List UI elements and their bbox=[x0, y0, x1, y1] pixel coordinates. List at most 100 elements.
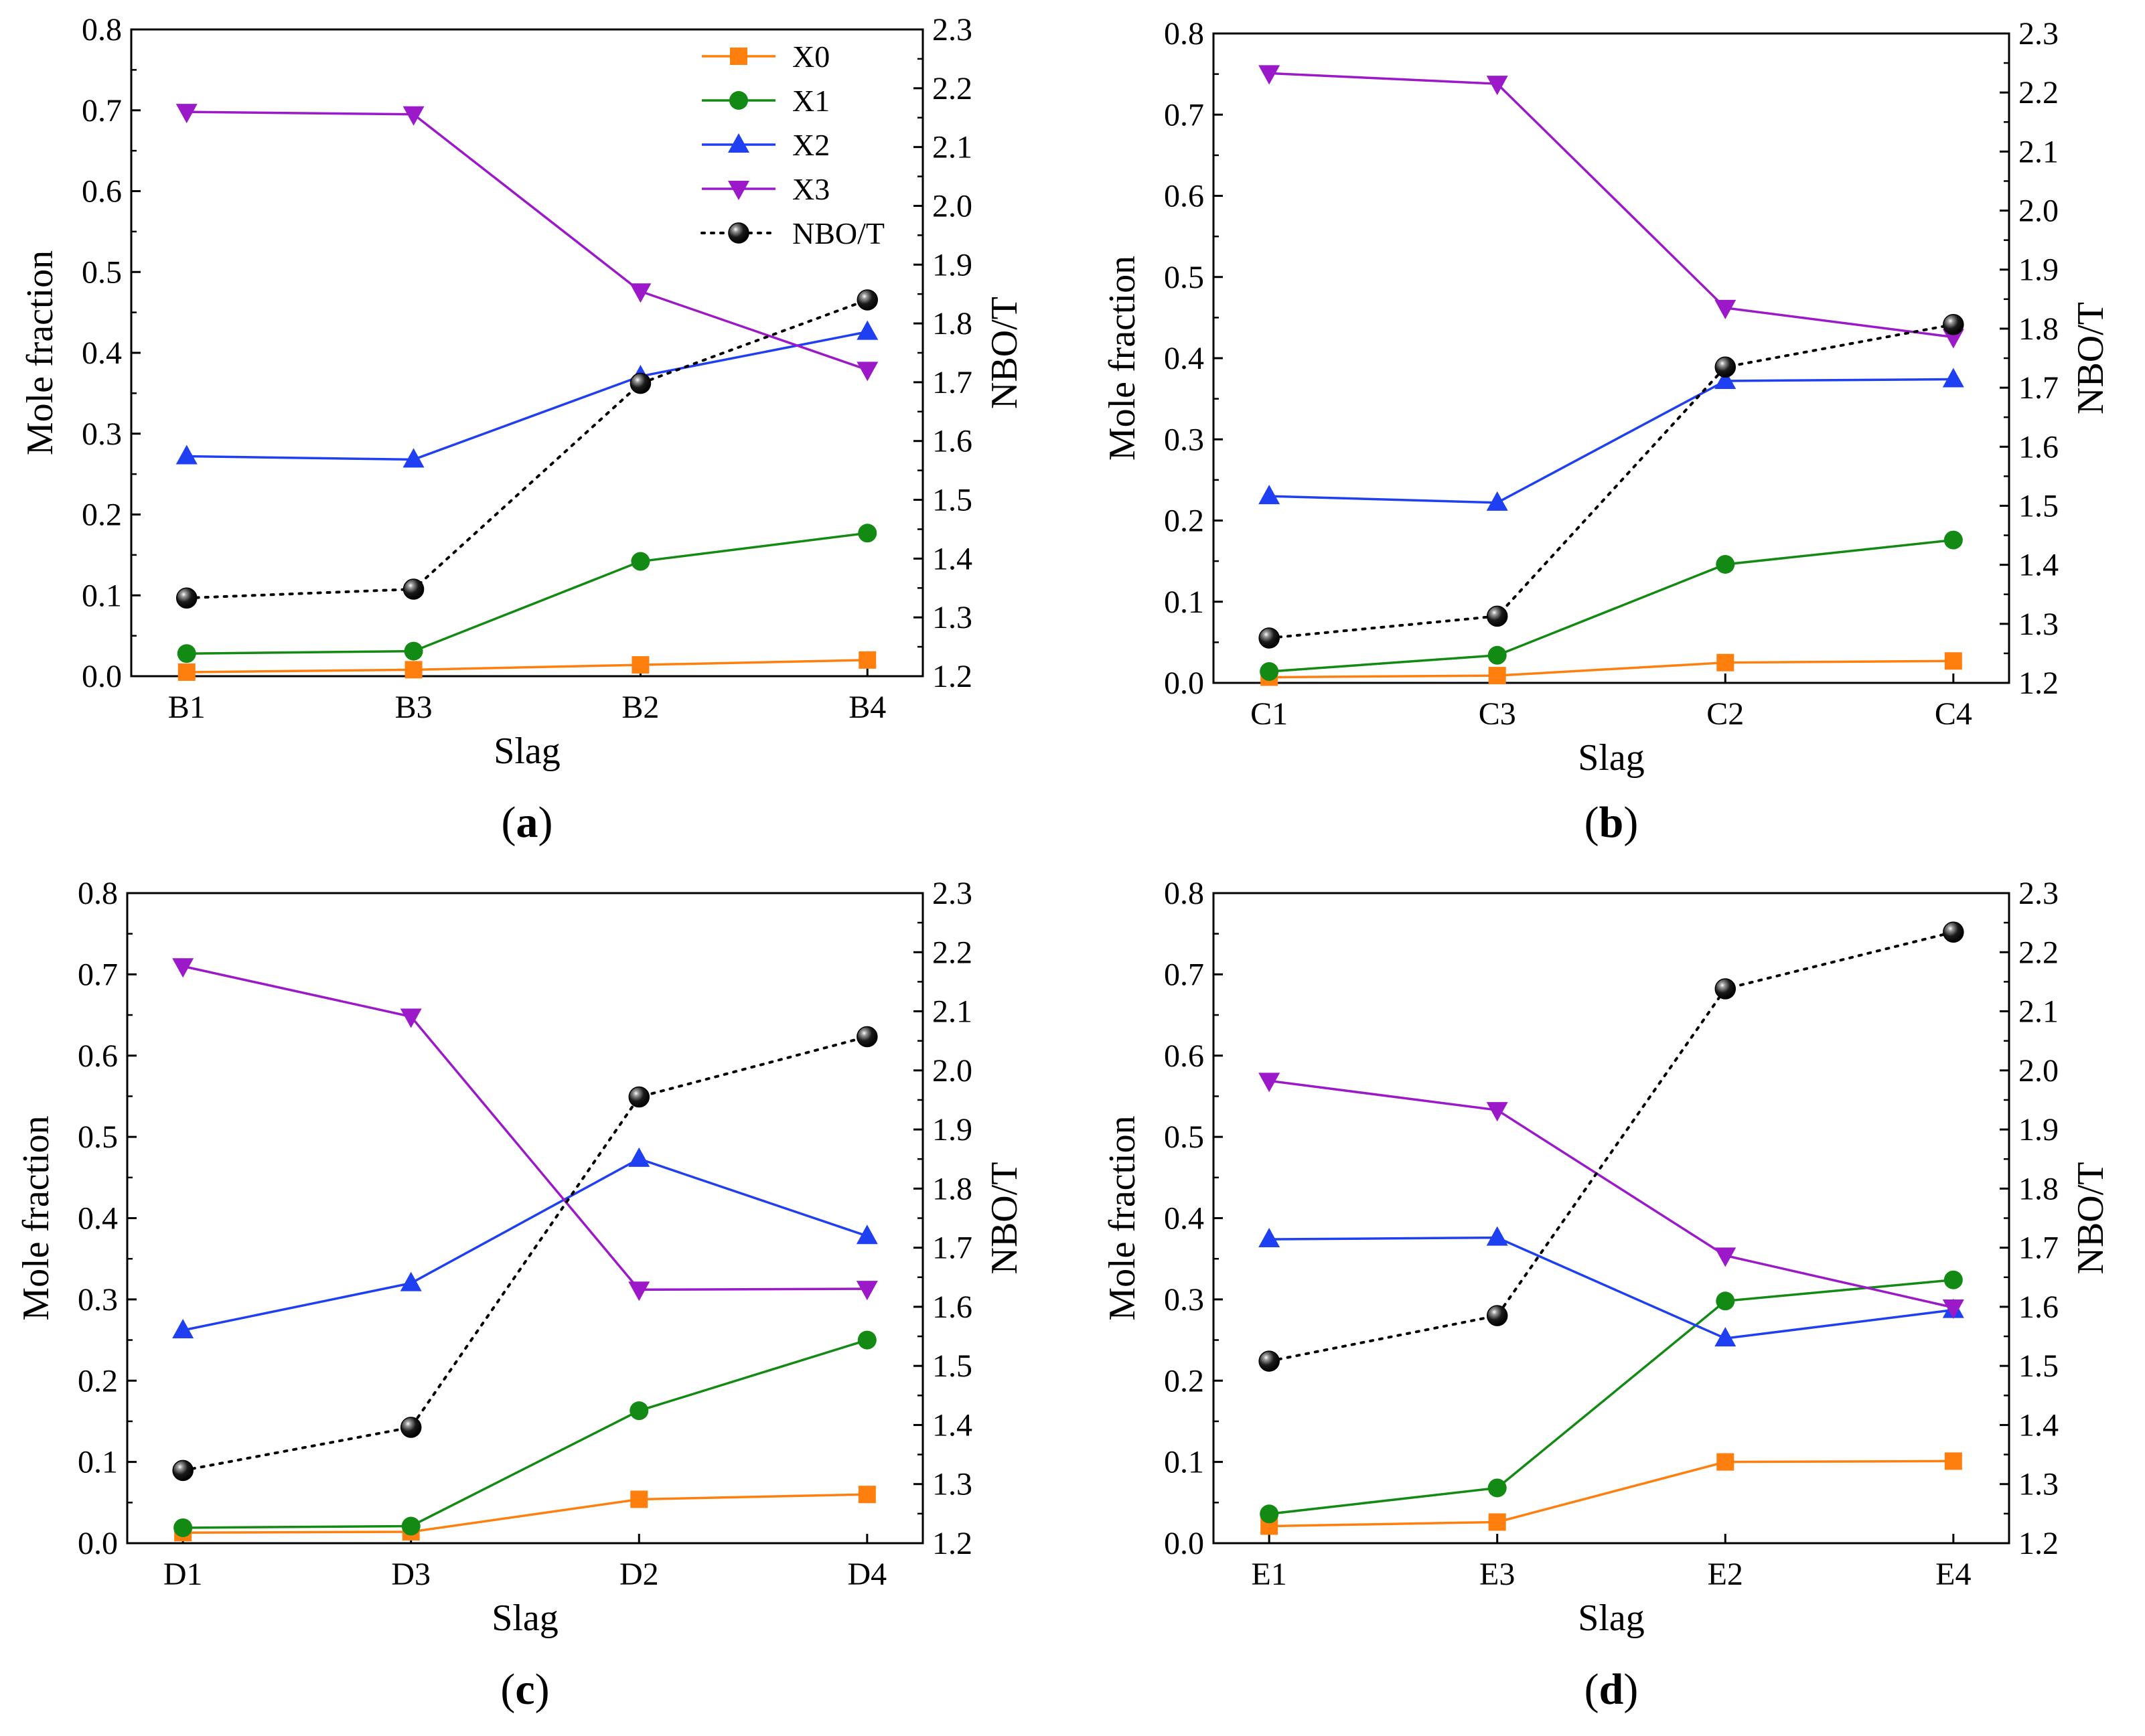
data-point-x1 bbox=[1943, 530, 1963, 550]
caption-close: ) bbox=[538, 798, 553, 847]
data-point-x0 bbox=[1944, 1452, 1962, 1470]
y2-tick-label: 1.3 bbox=[932, 600, 972, 635]
y-tick-label: 0.1 bbox=[82, 578, 122, 613]
y2-axis-title: NBO/T bbox=[2070, 1162, 2112, 1275]
y2-tick-label: 1.8 bbox=[932, 306, 972, 341]
y-tick-label: 0.2 bbox=[78, 1363, 118, 1399]
y-axis-title: Mole fraction bbox=[19, 250, 61, 455]
y-tick-label: 0.0 bbox=[1164, 1526, 1204, 1561]
caption-close: ) bbox=[1623, 1665, 1638, 1714]
y-tick-label: 0.3 bbox=[1164, 422, 1204, 457]
data-point-x1 bbox=[173, 1518, 193, 1537]
data-point-nbot bbox=[857, 1026, 878, 1048]
data-point-x1 bbox=[630, 1401, 649, 1421]
data-point-x3 bbox=[1258, 65, 1280, 85]
y-tick-label: 0.2 bbox=[82, 497, 122, 533]
y2-tick-label: 2.3 bbox=[2018, 876, 2059, 911]
y-tick-label: 0.7 bbox=[78, 957, 118, 992]
y-tick-label: 0.2 bbox=[1164, 1363, 1204, 1399]
series-line-x3 bbox=[186, 110, 868, 372]
y-tick-label: 0.5 bbox=[82, 254, 122, 290]
y-tick-label: 0.5 bbox=[78, 1119, 118, 1155]
caption-open: ( bbox=[500, 1665, 515, 1714]
y2-tick-label: 1.8 bbox=[2018, 311, 2059, 347]
legend-marker bbox=[728, 181, 749, 200]
y2-tick-label: 2.1 bbox=[2018, 994, 2059, 1030]
panel-a: 0.0 0.1 0.2 0.3 0.4 0.5 0.6 0.7 0.8 1.2 1.3 1.4 1.5 1… bbox=[19, 12, 1025, 847]
y-tick-label: 0.8 bbox=[1164, 876, 1204, 911]
x-tick-label: E2 bbox=[1708, 1557, 1743, 1592]
data-point-nbot bbox=[402, 578, 425, 600]
data-point-x3 bbox=[1258, 1073, 1280, 1093]
data-point-nbot bbox=[1258, 627, 1280, 649]
data-point-x3 bbox=[1486, 1102, 1508, 1122]
data-point-x3 bbox=[175, 104, 198, 124]
series-line-x3 bbox=[182, 965, 867, 1291]
data-point-nbot bbox=[857, 289, 879, 311]
y2-tick-label: 2.0 bbox=[2018, 1053, 2059, 1089]
y2-tick-label: 2.1 bbox=[2018, 134, 2059, 169]
legend-label: X2 bbox=[792, 128, 830, 162]
y-tick-label: 0.6 bbox=[1164, 1038, 1204, 1074]
x-tick-label: E3 bbox=[1479, 1557, 1515, 1592]
caption-open: ( bbox=[1584, 798, 1599, 847]
y-tick-label: 0.3 bbox=[82, 416, 122, 452]
data-point-x3 bbox=[857, 362, 879, 382]
y2-tick-label: 2.2 bbox=[2018, 75, 2059, 110]
y2-tick-label: 1.4 bbox=[932, 1407, 972, 1443]
data-point-x1 bbox=[1260, 662, 1279, 682]
y-tick-label: 0.8 bbox=[78, 876, 118, 911]
data-point-x0 bbox=[1944, 652, 1962, 670]
panel-caption: (c) bbox=[500, 1665, 549, 1714]
y2-tick-label: 1.4 bbox=[2018, 548, 2059, 583]
data-point-x2 bbox=[1714, 369, 1736, 389]
y2-tick-label: 2.0 bbox=[932, 1053, 972, 1089]
y-tick-label: 0.8 bbox=[1164, 16, 1204, 52]
panel-d: 0.0 0.1 0.2 0.3 0.4 0.5 0.6 0.7 0.8 1.2 1.3 1.4 1.5 1… bbox=[1102, 876, 2112, 1714]
x-tick-label: C3 bbox=[1479, 696, 1516, 732]
data-point-x2 bbox=[1258, 1228, 1280, 1248]
data-point-nbot bbox=[630, 372, 652, 394]
caption-letter: b bbox=[1599, 798, 1624, 847]
y-tick-label: 0.5 bbox=[1164, 1119, 1204, 1155]
x-axis-title: Slag bbox=[1578, 737, 1645, 779]
x-tick-label: B2 bbox=[621, 690, 659, 725]
y-tick-label: 0.6 bbox=[1164, 179, 1204, 214]
data-point-x3 bbox=[1714, 299, 1736, 319]
y2-tick-label: 1.2 bbox=[2018, 1526, 2059, 1561]
y-tick-label: 0.6 bbox=[82, 174, 122, 210]
x-tick-label: D4 bbox=[848, 1557, 887, 1592]
x-tick-label: E1 bbox=[1251, 1557, 1286, 1592]
data-point-x1 bbox=[1260, 1504, 1279, 1524]
y-tick-label: 0.4 bbox=[78, 1201, 118, 1237]
y2-tick-label: 1.5 bbox=[2018, 1348, 2059, 1384]
caption-letter: d bbox=[1599, 1665, 1624, 1714]
panel-caption: (d) bbox=[1584, 1665, 1639, 1714]
data-point-nbot bbox=[1486, 605, 1508, 627]
y2-axis-title: NBO/T bbox=[984, 297, 1025, 409]
data-point-nbot bbox=[1943, 921, 1964, 943]
data-point-x3 bbox=[856, 1281, 878, 1301]
caption-open: ( bbox=[502, 798, 516, 847]
series-line-x3 bbox=[1268, 1079, 1954, 1309]
y2-tick-label: 1.6 bbox=[932, 424, 972, 459]
series-line-x3 bbox=[1269, 72, 1954, 339]
legend-marker bbox=[729, 91, 748, 110]
y2-tick-label: 1.2 bbox=[2018, 665, 2059, 701]
data-point-x1 bbox=[858, 524, 877, 543]
data-point-x3 bbox=[402, 106, 425, 126]
caption-letter: a bbox=[516, 798, 538, 847]
y-axis-title: Mole fraction bbox=[15, 1115, 57, 1320]
series-line-nbot bbox=[185, 298, 869, 600]
y-tick-label: 0.1 bbox=[1164, 584, 1204, 620]
data-point-x0 bbox=[1716, 1453, 1734, 1471]
series-line-x2 bbox=[186, 330, 868, 461]
y2-tick-label: 2.2 bbox=[2018, 935, 2059, 970]
series-line-nbot bbox=[1268, 323, 1955, 639]
data-point-x2 bbox=[628, 1147, 650, 1167]
series-line-x2 bbox=[1269, 378, 1953, 504]
data-point-x1 bbox=[1487, 1478, 1507, 1498]
x-tick-label: D2 bbox=[619, 1557, 659, 1592]
data-point-x1 bbox=[1716, 554, 1735, 574]
